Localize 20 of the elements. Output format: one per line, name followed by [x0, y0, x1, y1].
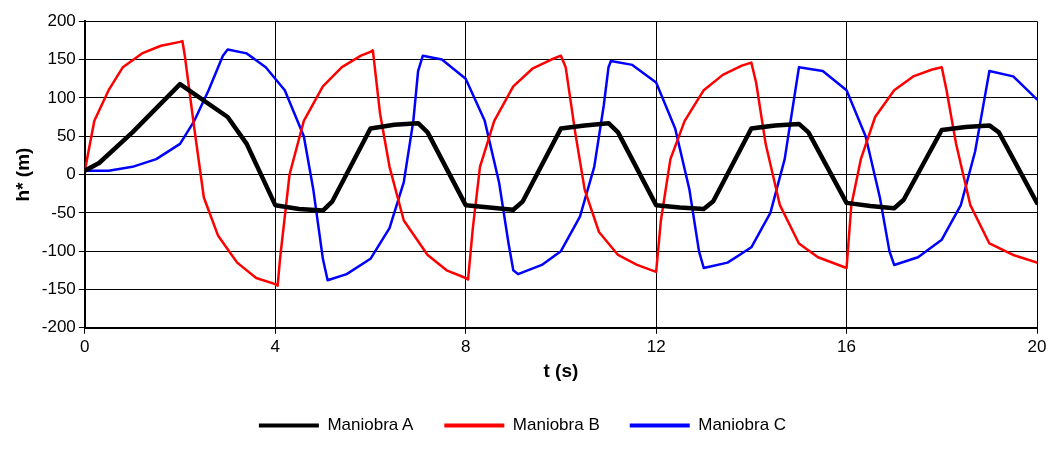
y-tick-label: -50 [51, 202, 76, 222]
y-tick-label: 200 [47, 10, 76, 30]
legend-label: Maniobra C [698, 415, 787, 435]
legend-label: Maniobra B [512, 415, 600, 435]
y-tick-label: 100 [47, 87, 76, 107]
x-tick-label: 8 [460, 336, 471, 356]
y-tick-label: 50 [56, 125, 76, 145]
x-axis-title: t (s) [543, 359, 579, 381]
x-tick-label: 20 [1027, 336, 1047, 356]
x-tick-label: 16 [837, 336, 857, 356]
legend-label: Maniobra A [327, 415, 415, 435]
y-tick-label: 0 [66, 164, 76, 184]
y-tick-label: -200 [41, 317, 76, 337]
y-tick-label: 150 [47, 49, 76, 69]
y-axis-title: h* (m) [11, 147, 33, 202]
y-tick-label: -150 [41, 279, 76, 299]
x-tick-label: 0 [80, 336, 90, 356]
x-tick-label: 4 [270, 336, 280, 356]
x-tick-label: 12 [646, 336, 666, 356]
y-tick-label: -100 [41, 240, 76, 260]
